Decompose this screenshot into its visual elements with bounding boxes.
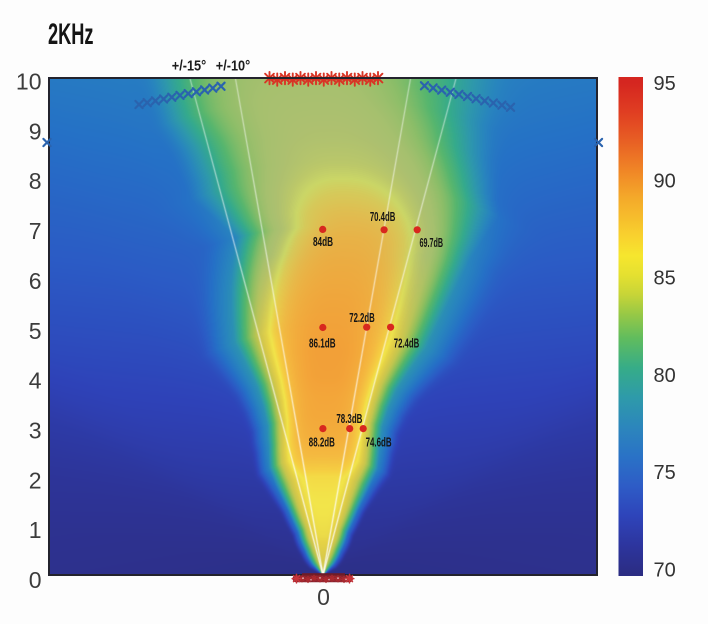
svg-text:5: 5 xyxy=(29,318,42,344)
svg-text:69.7dB: 69.7dB xyxy=(420,236,444,250)
svg-text:+/-15°: +/-15° xyxy=(172,59,207,75)
svg-text:3: 3 xyxy=(29,418,42,444)
svg-text:70: 70 xyxy=(654,560,676,582)
svg-text:74.6dB: 74.6dB xyxy=(366,436,392,450)
svg-text:75: 75 xyxy=(654,462,676,484)
svg-text:70.4dB: 70.4dB xyxy=(370,210,396,224)
svg-text:8: 8 xyxy=(29,168,42,194)
svg-text:78.3dB: 78.3dB xyxy=(336,412,362,426)
svg-text:80: 80 xyxy=(654,365,676,387)
svg-text:88.2dB: 88.2dB xyxy=(309,436,335,450)
svg-text:2: 2 xyxy=(29,467,42,493)
svg-text:0: 0 xyxy=(317,584,330,610)
svg-text:72.2dB: 72.2dB xyxy=(349,311,375,325)
svg-text:9: 9 xyxy=(29,118,42,144)
svg-text:10: 10 xyxy=(16,69,42,95)
svg-text:90: 90 xyxy=(654,170,676,192)
svg-text:0: 0 xyxy=(29,567,42,593)
svg-text:7: 7 xyxy=(29,218,42,244)
svg-text:2KHz: 2KHz xyxy=(48,18,94,51)
svg-text:4: 4 xyxy=(29,368,42,394)
svg-text:86.1dB: 86.1dB xyxy=(309,337,336,351)
svg-text:1: 1 xyxy=(29,517,42,543)
svg-text:+/-10°: +/-10° xyxy=(216,59,251,75)
svg-text:85: 85 xyxy=(654,268,676,290)
svg-text:6: 6 xyxy=(29,268,42,294)
svg-text:95: 95 xyxy=(654,73,676,95)
svg-text:84dB: 84dB xyxy=(313,235,333,249)
svg-text:72.4dB: 72.4dB xyxy=(394,337,420,351)
